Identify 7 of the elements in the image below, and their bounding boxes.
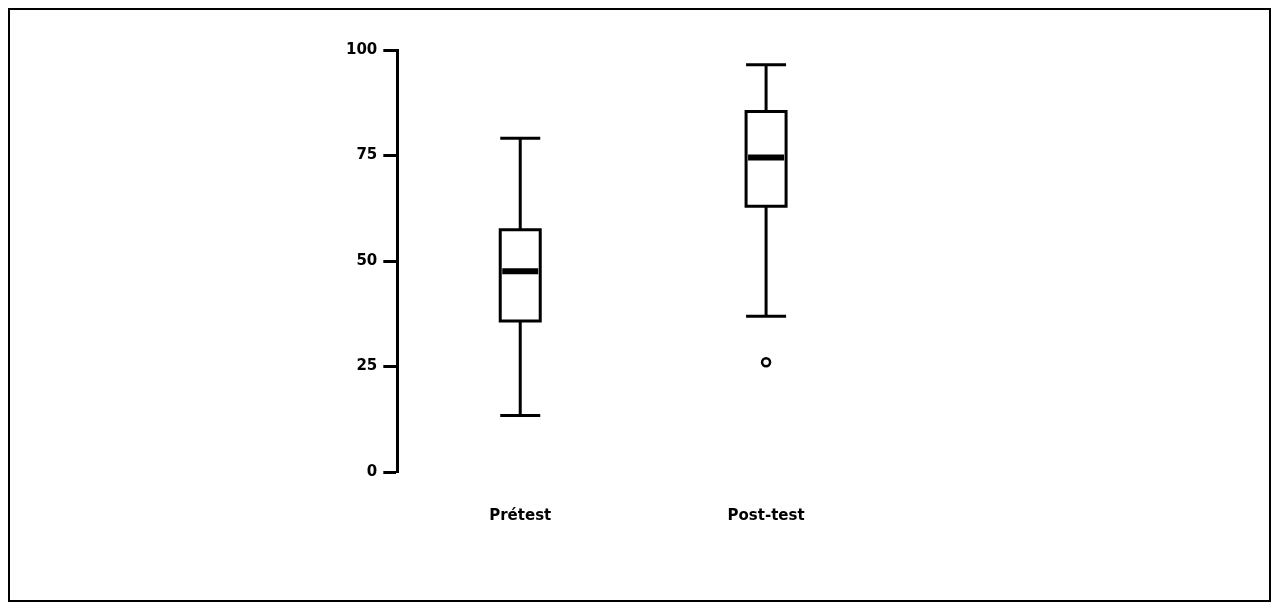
y-tick-label: 25 xyxy=(356,356,378,375)
y-tick-label: 75 xyxy=(356,145,378,164)
x-tick-label: Prétest xyxy=(489,505,552,524)
y-tick-label: 100 xyxy=(346,39,378,58)
y-tick-label: 50 xyxy=(356,250,378,269)
y-tick-label: 0 xyxy=(366,461,378,480)
x-tick-label: Post-test xyxy=(727,505,805,524)
